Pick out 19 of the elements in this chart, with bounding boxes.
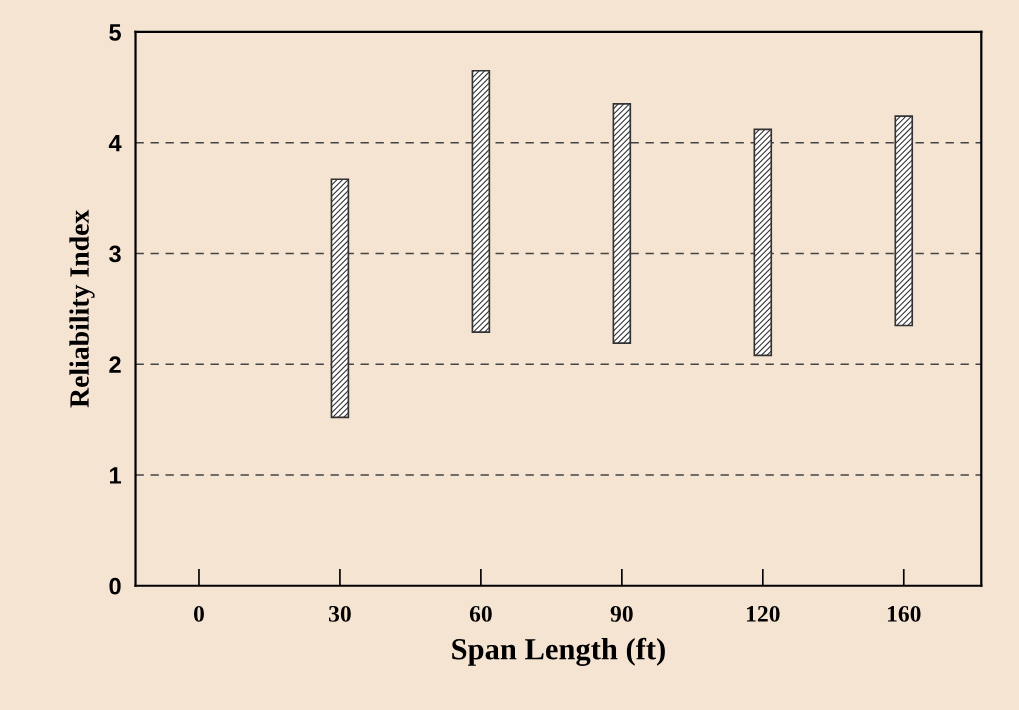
y-tick-label: 4	[108, 135, 122, 152]
x-tick-label: 160	[887, 605, 921, 622]
y-tick-label: 0	[109, 577, 121, 595]
x-tick-label: 30	[329, 605, 351, 622]
bar	[753, 128, 773, 357]
y-tick-label: 3	[109, 245, 121, 263]
x-tick-label: 90	[610, 605, 633, 622]
bar	[330, 178, 350, 419]
bar	[612, 103, 632, 345]
y-tick-label: 2	[109, 356, 121, 373]
bar	[471, 69, 491, 333]
x-tick-label: 60	[469, 605, 492, 622]
x-axis-title: Span Length (ft)	[452, 637, 665, 666]
y-axis-title: Reliability Index	[69, 209, 95, 408]
bar	[894, 115, 914, 327]
x-tick-label: 120	[746, 605, 780, 622]
y-tick-label: 5	[109, 24, 121, 41]
y-tick-label: 1	[109, 467, 121, 484]
x-tick-label: 0	[193, 605, 204, 622]
